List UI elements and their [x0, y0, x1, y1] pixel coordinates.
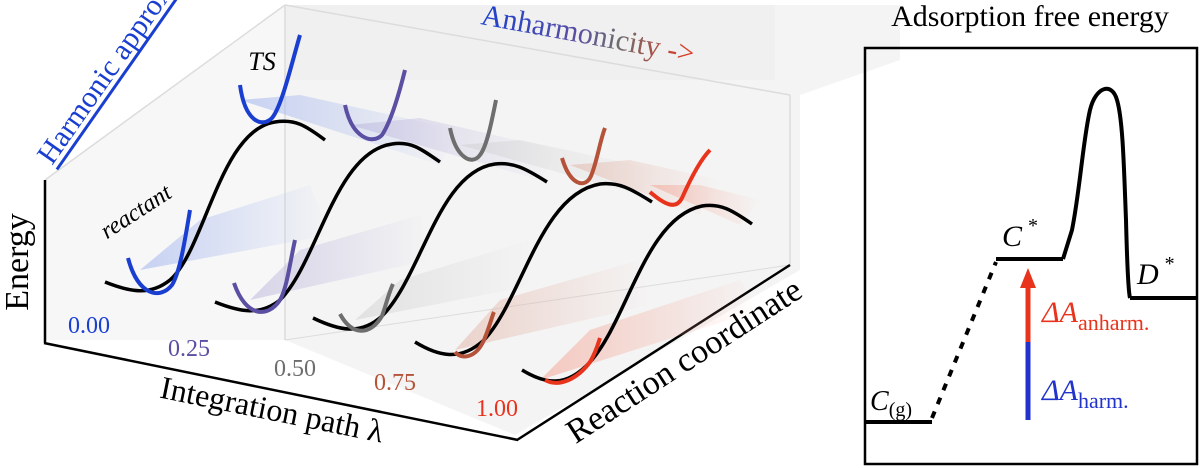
panel-title: Adsorption free energy — [891, 0, 1169, 33]
box-edge-top-right — [284, 4, 791, 96]
panel-frame — [863, 46, 1199, 466]
arrow-head — [1020, 268, 1036, 288]
lambda-label-0: 0.00 — [68, 313, 110, 339]
state-gas-label: C(g) — [870, 386, 912, 421]
reactant-well-1 — [232, 239, 297, 314]
lambda-label-1: 0.25 — [168, 336, 210, 362]
ts-well-2 — [448, 99, 498, 162]
back-wall-top — [285, 5, 775, 80]
ts-well-3 — [560, 127, 607, 186]
reactant-well-2 — [338, 283, 395, 333]
harmonic-header-underline — [55, 0, 189, 171]
reactant-well-3 — [453, 311, 496, 359]
state-d-label: D * — [1136, 253, 1175, 291]
free-energy-panel: Adsorption free energy C(g) C * D * ΔAanha… — [863, 0, 1199, 466]
reactant-well-4 — [544, 337, 602, 385]
lambda-label-3: 0.75 — [374, 370, 416, 396]
ts-well-0 — [238, 34, 302, 125]
back-wall — [285, 5, 900, 435]
ts-label: TS — [248, 47, 275, 76]
delta-harm-label: ΔAharm. — [1041, 374, 1129, 413]
energy-curve-4 — [521, 203, 754, 383]
plot-3d — [43, 4, 900, 442]
barrier-path — [1061, 86, 1132, 299]
delta-anharm-label: ΔAanharm. — [1041, 296, 1149, 335]
energy-curve-3 — [414, 181, 653, 357]
lambda-labels: 0.00 0.25 0.50 0.75 1.00 — [68, 313, 518, 422]
ts-wells — [238, 34, 712, 207]
lambda-label-2: 0.50 — [274, 356, 316, 382]
ts-well-1 — [343, 69, 407, 142]
level-gas-to-c-dotted — [930, 261, 998, 419]
axis-path-line — [43, 341, 519, 442]
reactant-wells — [126, 209, 602, 385]
anharmonicity-header-underline — [478, 29, 725, 78]
axis-path-label: Integration path λ — [157, 369, 387, 450]
reactant-well-0 — [126, 209, 192, 296]
left-wall — [45, 5, 285, 340]
state-c-label: C * — [1002, 215, 1038, 253]
axis-energy-label: Energy — [0, 213, 36, 311]
ts-well-4 — [648, 148, 712, 207]
lambda-label-4: 1.00 — [476, 396, 518, 422]
box-edge-top-left — [44, 4, 286, 181]
